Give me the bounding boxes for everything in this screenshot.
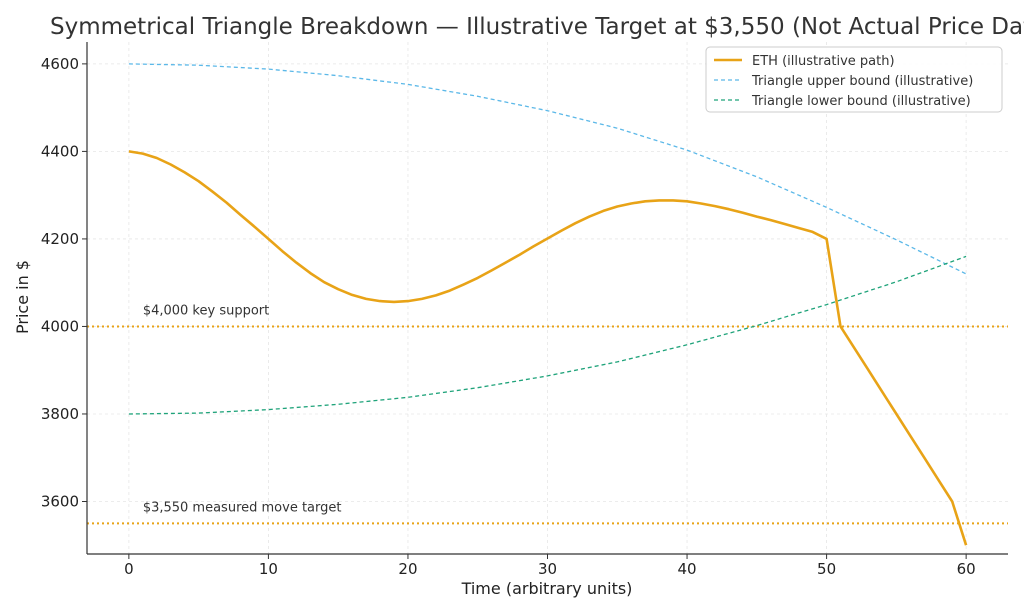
x-tick-label: 20	[398, 560, 417, 578]
series-lines	[128, 63, 968, 546]
series-line-1	[128, 63, 967, 275]
legend-box	[705, 46, 1003, 113]
ticks: 0 10 20 30 40 50 60 3600 3800 4000 4200 4400 4600	[41, 55, 976, 578]
legend: ETH (illustrative path) Triangle upper bo…	[705, 46, 1003, 113]
series-line-2	[128, 255, 967, 415]
horizontal-reference-lines: $4,000 key support $3,550 measured move t…	[87, 303, 1008, 525]
series-line-0	[128, 150, 968, 546]
axes	[86, 42, 1008, 555]
hline-label-1: $3,550 measured move target	[143, 500, 342, 515]
y-tick-label: 4600	[41, 55, 79, 73]
x-tick-label: 0	[124, 560, 134, 578]
x-tick-label: 10	[259, 560, 278, 578]
y-axis-label: Price in $	[13, 260, 32, 334]
y-tick-label: 4000	[41, 317, 79, 335]
legend-label-1: Triangle upper bound (illustrative)	[751, 74, 973, 89]
y-tick-label: 3800	[41, 405, 79, 423]
x-tick-label: 50	[817, 560, 836, 578]
chart-title: Symmetrical Triangle Breakdown — Illustr…	[50, 14, 1024, 40]
x-tick-label: 60	[957, 560, 976, 578]
y-tick-label: 3600	[41, 492, 79, 510]
x-axis-label: Time (arbitrary units)	[461, 579, 633, 598]
grid	[87, 42, 1008, 554]
x-tick-label: 40	[677, 560, 696, 578]
y-tick-label: 4400	[41, 142, 79, 160]
legend-label-2: Triangle lower bound (illustrative)	[751, 94, 971, 109]
y-tick-label: 4200	[41, 230, 79, 248]
hline-label-0: $4,000 key support	[143, 303, 269, 318]
legend-label-0: ETH (illustrative path)	[752, 54, 895, 69]
x-tick-label: 30	[538, 560, 557, 578]
